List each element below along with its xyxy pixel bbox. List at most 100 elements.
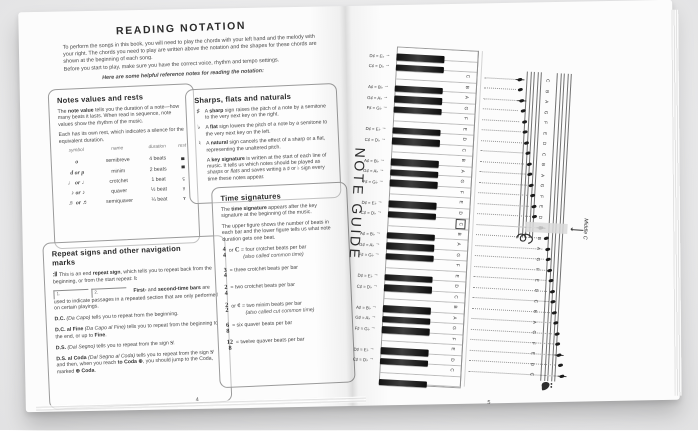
accidental-item: ♮ A natural sign cancels the effect of a … xyxy=(196,136,330,155)
repeat-signs-items: :‖ This is an end repeat sign, which tell… xyxy=(53,264,222,375)
staff-letter: E xyxy=(534,278,540,282)
note-symbol-cell: ♬ or ♬ xyxy=(68,199,89,207)
white-key-label: D xyxy=(454,284,460,289)
repeat-item: D.S. al Coda (Dal Segno al Coda) tells y… xyxy=(56,349,214,375)
leader-line xyxy=(477,202,529,207)
black-key-arrow: → xyxy=(384,63,390,69)
staff-letter: E xyxy=(530,351,536,356)
time-signature-fraction: 12 8 xyxy=(226,339,234,352)
white-key-label: C xyxy=(465,74,471,79)
staff-letter: A xyxy=(544,100,550,104)
white-key-label: A xyxy=(456,242,462,247)
white-key-label: D xyxy=(458,211,464,215)
black-key-arrow: → xyxy=(383,94,389,100)
left-page: READING NOTATION To perform the songs in… xyxy=(17,3,360,417)
staff-letter: D xyxy=(533,288,540,293)
notes-box-p1: The note value tells you the duration of… xyxy=(57,103,180,128)
white-key-label: E xyxy=(454,274,460,278)
note-head xyxy=(523,140,530,146)
black-key-arrow: → xyxy=(382,105,388,111)
staff-letter: B xyxy=(540,163,546,167)
white-key-label: G xyxy=(451,326,458,331)
note-head xyxy=(526,161,532,167)
leader-line xyxy=(483,97,517,101)
staff-letter: A xyxy=(532,320,538,324)
note-head xyxy=(556,352,562,358)
staff-letter: G xyxy=(543,110,549,115)
staff-letter: G xyxy=(531,330,537,335)
accidental-symbol: ♭ xyxy=(197,125,201,132)
staff-letter: C xyxy=(541,152,547,157)
staff-letter: B xyxy=(532,309,539,314)
white-key-label: F xyxy=(463,117,469,121)
leader-line xyxy=(481,129,521,133)
staff-letter: E xyxy=(542,131,548,136)
leader-line xyxy=(479,160,524,165)
repeat-item: 1. 2. First- and second-time bars are used… xyxy=(53,284,219,312)
note-head xyxy=(516,77,523,82)
repeat-signs-box: Repeat signs and other navigation marks … xyxy=(42,234,233,410)
leader-line xyxy=(480,150,523,154)
time-signature-text: = six quaver beats per bar xyxy=(232,320,293,329)
white-key-label: E xyxy=(450,347,456,351)
staff-letter: G xyxy=(535,257,541,262)
white-key-label: F xyxy=(459,190,465,194)
note-head xyxy=(544,246,551,252)
staff-letter: D xyxy=(537,215,544,220)
note-head xyxy=(549,289,555,294)
bass-clef-icon xyxy=(541,382,553,391)
black-key-arrow: → xyxy=(385,52,391,59)
piano-keyboard: CBAGFEDCBAGFEDCBAGFEDCBAGFEDCD♯ = E♭→C♯ … xyxy=(347,2,673,389)
white-key-label: G xyxy=(463,106,469,110)
note-head xyxy=(521,119,527,124)
staff-letter: B xyxy=(544,89,550,94)
leader-line xyxy=(482,118,520,122)
note-values-table: symbol name duration rest o semibreve 4 beats ▄… xyxy=(59,144,189,207)
white-key-label: C xyxy=(449,368,455,372)
accidental-symbol: ♮ xyxy=(198,141,201,148)
leader-line xyxy=(479,171,526,175)
staff-letter: B xyxy=(536,236,542,240)
staff-letter: E xyxy=(538,205,544,209)
leader-line xyxy=(470,328,552,335)
white-key-label: B xyxy=(452,305,459,309)
staff-letter: F xyxy=(543,121,549,125)
white-key-label: D xyxy=(450,357,456,362)
white-key-label: C xyxy=(455,219,466,230)
leader-line xyxy=(482,108,519,112)
white-key-label: F xyxy=(451,337,457,341)
note-head xyxy=(528,182,535,188)
accidental-item: ♭ A flat sign lowers the pitch of a note … xyxy=(195,119,329,138)
leader-line xyxy=(484,77,515,80)
note-head xyxy=(553,331,560,337)
leader-line xyxy=(469,360,556,366)
staff-letter: C xyxy=(533,299,539,303)
white-key-label: E xyxy=(458,200,464,205)
white-key-label: B xyxy=(460,158,467,163)
book-spine xyxy=(309,5,389,407)
time-signature-text: = three crotchet beats per bar xyxy=(229,264,299,274)
staff-letter: D xyxy=(530,362,536,366)
white-key-label: A xyxy=(464,95,470,100)
staff-letter: D xyxy=(541,142,548,146)
note-head xyxy=(546,268,553,273)
note-head xyxy=(557,363,564,368)
white-key-label: D xyxy=(462,137,468,142)
leader-line xyxy=(471,318,551,324)
white-key-label: B xyxy=(464,85,471,89)
white-key-label: A xyxy=(460,169,466,173)
white-key-label: C xyxy=(461,148,467,152)
accidental-item: ♯ A sharp sign raises the pitch of a note… xyxy=(196,103,327,121)
notes-values-box: Notes values and rests The note value te… xyxy=(47,83,201,250)
note-head xyxy=(555,342,561,347)
staff-letter: G xyxy=(539,183,545,188)
middle-c-label: Middle C xyxy=(581,218,589,240)
black-key-arrow: → xyxy=(383,84,389,90)
staff-letter: C xyxy=(529,372,535,377)
